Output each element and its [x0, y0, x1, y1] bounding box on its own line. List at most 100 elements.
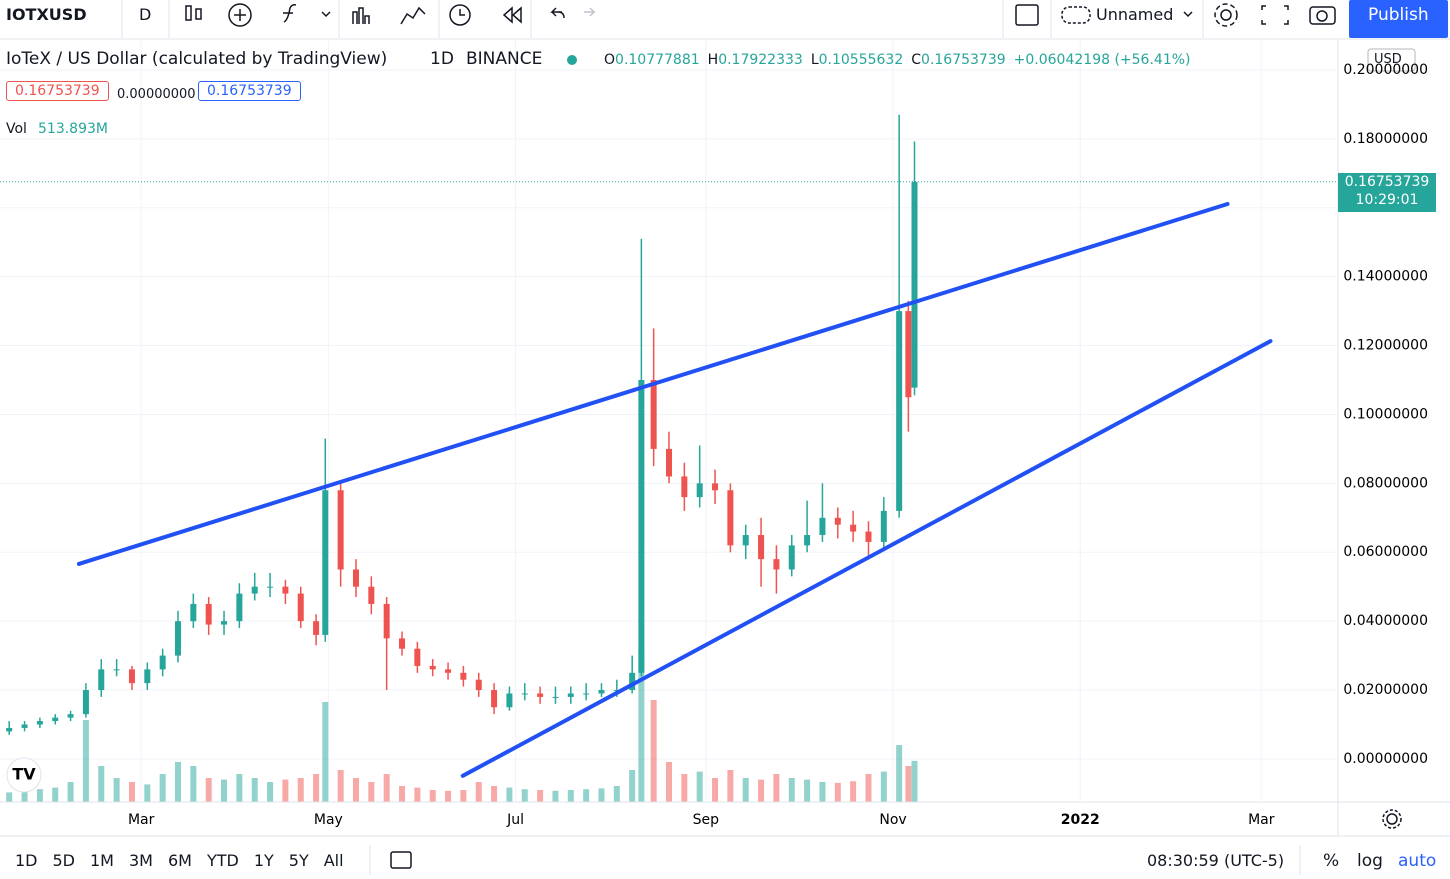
volume-bar — [282, 779, 289, 802]
candle-body — [159, 655, 166, 670]
legend-interval: 1D — [430, 49, 454, 69]
candle-body — [583, 693, 590, 695]
candle-body — [552, 696, 559, 698]
range-button[interactable]: All — [323, 851, 344, 870]
x-tick-label: Nov — [879, 812, 906, 828]
volume-bar — [383, 774, 390, 802]
candle-body — [712, 483, 719, 491]
volume-bar — [552, 790, 559, 802]
range-button[interactable]: 1Y — [253, 851, 274, 870]
spread: 0.00000000 — [117, 87, 196, 102]
candle-body — [681, 476, 688, 498]
last-price-tag: 0.16753739 10:29:01 — [1338, 173, 1436, 212]
candle-body — [414, 648, 421, 666]
volume-bar — [352, 778, 359, 802]
volume-bar — [98, 766, 105, 802]
volume-bar — [144, 784, 151, 802]
range-button[interactable]: 1D — [15, 851, 38, 870]
y-tick-label: 0.00000000 — [1343, 751, 1428, 767]
candle-body — [773, 559, 780, 570]
candle-body — [834, 517, 841, 525]
volume-bar — [414, 787, 421, 802]
auto-toggle[interactable]: auto — [1398, 851, 1437, 871]
volume-bar — [491, 786, 498, 802]
x-tick-label: Mar — [128, 812, 155, 828]
candle-body — [128, 669, 135, 684]
candle-body — [322, 490, 329, 635]
x-tick-label: Sep — [693, 812, 720, 828]
candle-body — [537, 693, 544, 697]
candle-body — [313, 621, 320, 635]
volume-bar — [819, 782, 826, 802]
range-button[interactable]: 3M — [128, 851, 153, 870]
tv-logo — [6, 757, 42, 793]
ohlc-item: C0.16753739 — [911, 52, 1005, 68]
candle-body — [727, 490, 734, 546]
ohlc-value: 0.10777881 — [615, 52, 700, 68]
log-toggle[interactable]: log — [1357, 851, 1383, 871]
ohlc-key: L — [810, 52, 819, 68]
x-tick-label: Jul — [506, 812, 524, 828]
candle-body — [460, 672, 467, 680]
candle-body — [598, 690, 605, 694]
candle-body — [174, 621, 181, 656]
volume-bar — [712, 778, 719, 802]
currency[interactable]: USD — [1374, 52, 1402, 67]
ohlc-item: L0.10555632 — [811, 52, 903, 68]
y-tick-label: 0.12000000 — [1343, 338, 1428, 354]
volume-bar — [506, 787, 513, 802]
currency-button[interactable] — [1367, 48, 1416, 72]
trendline — [76, 201, 1230, 566]
volume-bar — [190, 766, 197, 802]
ohlc-change: +0.06042198 (+56.41%) — [1013, 52, 1191, 68]
volume-bar — [788, 778, 795, 802]
candle-body — [6, 727, 13, 732]
volume-bar — [174, 762, 181, 802]
ask-box: 0.16753739 — [198, 81, 301, 101]
range-button[interactable]: 5D — [52, 851, 76, 870]
y-tick-label: 0.08000000 — [1343, 475, 1428, 491]
candle-body — [399, 638, 406, 649]
volume-bar — [445, 790, 452, 802]
layout-name[interactable]: Unnamed — [1096, 5, 1174, 24]
volume-bar — [727, 770, 734, 802]
candle-body — [21, 724, 28, 728]
volume-label: Vol — [6, 121, 27, 137]
last-price: 0.16753739 — [1344, 174, 1430, 190]
range-button[interactable]: YTD — [206, 851, 239, 870]
candle-body — [865, 531, 872, 542]
candle-body — [282, 586, 289, 594]
percent-toggle[interactable]: % — [1323, 851, 1340, 871]
legend-ohlc: O0.10777881 H0.17922333 L0.10555632 C0.1675… — [604, 52, 1191, 68]
volume-bar — [236, 774, 243, 802]
y-tick-label: 0.14000000 — [1343, 269, 1428, 285]
bid-box: 0.16753739 — [6, 81, 109, 101]
volume-bar — [598, 788, 605, 802]
candle-body — [758, 535, 765, 560]
symbol[interactable]: IOTXUSD — [6, 5, 87, 24]
toolbar-icons[interactable] — [185, 3, 1402, 869]
range-button[interactable]: 1M — [90, 851, 114, 870]
legend-exchange: BINANCE — [466, 49, 543, 69]
ohlc-value: 0.17922333 — [718, 52, 803, 68]
volume-bar — [113, 778, 120, 802]
volume-bar — [399, 786, 406, 802]
candle-body — [880, 510, 887, 542]
range-button[interactable]: 5Y — [288, 851, 309, 870]
candle-body — [236, 593, 243, 622]
volume-bar — [475, 782, 482, 802]
publish-label[interactable]: Publish — [1368, 5, 1429, 25]
volume-bar — [773, 774, 780, 802]
interval[interactable]: D — [139, 5, 152, 24]
publish-button[interactable] — [1349, 0, 1448, 38]
candle-body — [113, 669, 120, 671]
candle-body — [267, 586, 274, 588]
candle-body — [567, 693, 574, 697]
range-button[interactable]: 6M — [167, 851, 192, 870]
candle-body — [251, 586, 258, 594]
volume-bar — [742, 778, 749, 802]
candle-body — [491, 690, 498, 708]
candle-body — [144, 669, 151, 684]
candle-body — [804, 535, 811, 546]
candle-body — [850, 524, 857, 532]
